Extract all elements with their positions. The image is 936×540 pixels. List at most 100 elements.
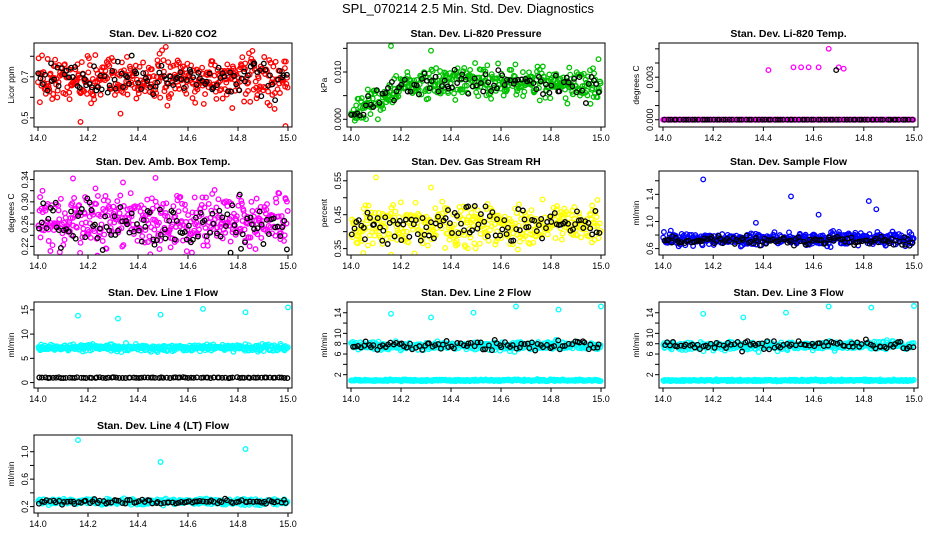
data-point [743, 232, 750, 239]
y-tick-label: 0.55 [333, 172, 343, 190]
data-point [579, 87, 586, 94]
data-point [899, 241, 906, 248]
data-point [521, 88, 528, 95]
x-tick-label: 15.0 [592, 394, 610, 404]
data-point [284, 84, 291, 91]
outlier-point [868, 304, 875, 311]
data-point [538, 231, 545, 238]
data-point [365, 242, 371, 249]
data-point [752, 116, 759, 123]
data-point [139, 233, 146, 240]
data-point [485, 237, 492, 244]
data-point [463, 82, 470, 89]
data-point [593, 229, 600, 236]
data-point [156, 69, 163, 76]
data-point [252, 374, 259, 381]
data-point [815, 116, 822, 123]
data-point [245, 79, 252, 86]
data-point [454, 80, 461, 86]
data-point [547, 213, 554, 220]
y-tick-label: 0.34 [20, 171, 30, 189]
data-point [498, 344, 505, 351]
data-point [570, 232, 577, 238]
data-point [495, 60, 502, 67]
data-point [50, 91, 57, 97]
y-tick-label: 0.010 [333, 61, 343, 84]
data-point [367, 214, 373, 221]
data-point [356, 112, 363, 119]
data-point [60, 219, 67, 226]
data-point [204, 238, 211, 244]
data-point [140, 59, 147, 66]
outlier-point [840, 65, 847, 72]
data-point [73, 224, 80, 231]
data-point [497, 232, 504, 239]
data-point [99, 238, 106, 244]
data-point [157, 94, 164, 101]
data-point [69, 200, 76, 207]
data-point [176, 374, 183, 381]
data-point [183, 248, 190, 255]
data-point [474, 339, 481, 346]
data-point [533, 86, 540, 93]
data-point [354, 240, 361, 247]
data-point [185, 212, 192, 219]
data-point [400, 221, 407, 228]
data-point [263, 206, 270, 213]
data-point [527, 240, 533, 247]
data-point [138, 238, 145, 245]
data-point [37, 75, 44, 82]
data-point [219, 374, 226, 381]
data-point [165, 59, 172, 66]
data-point [421, 70, 428, 77]
data-point [365, 93, 371, 100]
data-point [124, 53, 130, 60]
x-tick-label: 14.6 [805, 261, 823, 271]
data-point [870, 116, 877, 123]
data-point [701, 116, 708, 123]
data-point [571, 204, 578, 211]
data-point [436, 73, 443, 80]
data-point [263, 374, 270, 381]
data-point [572, 221, 579, 228]
data-point [554, 203, 561, 210]
data-point [262, 66, 269, 73]
data-point [587, 100, 594, 107]
data-point [843, 116, 850, 123]
data-point [890, 241, 897, 248]
y-tick-label: 0.7 [20, 71, 30, 84]
data-point [222, 223, 229, 230]
data-point [136, 63, 143, 70]
data-point [504, 224, 511, 231]
data-point [804, 116, 811, 123]
data-point [710, 116, 717, 123]
chart-panel-temp: Stan. Dev. Li-820 Temp.degrees C14.0 14.2… [631, 28, 923, 143]
y-axis-label: degrees C [631, 65, 641, 104]
data-point [66, 74, 73, 81]
data-point [189, 236, 196, 243]
data-point [132, 203, 139, 210]
y-tick-label: 0.6 [645, 242, 655, 255]
data-point [407, 77, 414, 84]
outlier-point [157, 311, 164, 318]
data-point [47, 248, 54, 254]
data-point [432, 205, 439, 212]
data-point [509, 342, 516, 349]
data-point [722, 116, 729, 123]
data-point [117, 204, 124, 211]
data-point [555, 337, 562, 344]
data-point [683, 116, 690, 123]
data-point [401, 76, 408, 83]
data-point [428, 78, 435, 84]
data-point [504, 86, 510, 93]
data-point [704, 236, 711, 243]
data-point [746, 116, 753, 123]
data-point [573, 232, 580, 239]
data-point [119, 218, 126, 225]
outlier-point [70, 175, 76, 182]
data-point [548, 218, 555, 225]
data-point [45, 215, 52, 222]
data-point [261, 54, 268, 60]
data-point [62, 214, 69, 221]
